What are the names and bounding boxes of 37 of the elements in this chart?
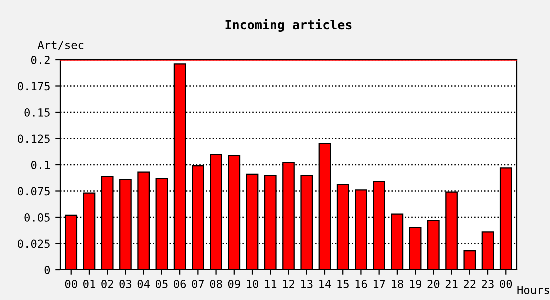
x-tick-label: 20 bbox=[428, 280, 440, 288]
x-tick-label: 06 bbox=[174, 280, 186, 288]
x-tick-label: 12 bbox=[283, 280, 294, 288]
x-tick-label: 15 bbox=[338, 280, 349, 288]
y-axis-title: Art/sec bbox=[38, 41, 84, 50]
y-tick-label: 0.2 bbox=[31, 56, 50, 64]
x-tick-label: 08 bbox=[210, 280, 222, 288]
x-tick-label: 17 bbox=[374, 280, 386, 288]
x-tick-label: 16 bbox=[356, 280, 368, 288]
x-tick-label: 02 bbox=[102, 280, 114, 288]
y-tick-label: 0.175 bbox=[18, 82, 50, 91]
x-tick-label: 00 bbox=[500, 280, 512, 288]
x-tick-label: 03 bbox=[120, 280, 132, 288]
y-tick-label: 0.05 bbox=[24, 214, 50, 222]
x-tick-label: 13 bbox=[302, 280, 313, 288]
y-tick-label: 0.15 bbox=[24, 108, 50, 117]
x-tick-label: 04 bbox=[138, 280, 150, 288]
x-tick-label: 19 bbox=[410, 280, 422, 288]
y-tick-label: 0.125 bbox=[18, 134, 50, 144]
x-tick-label: 21 bbox=[446, 280, 458, 288]
x-tick-label: 10 bbox=[247, 280, 258, 288]
y-tick-label: 0 bbox=[44, 266, 50, 274]
x-tick-label: 11 bbox=[265, 280, 277, 288]
y-tick-label: 0.075 bbox=[18, 187, 50, 196]
y-tick-label: 0.1 bbox=[31, 161, 50, 170]
x-tick-label: 07 bbox=[192, 280, 204, 288]
x-tick-label: 22 bbox=[464, 280, 476, 288]
x-axis-title: Hours bbox=[518, 286, 550, 294]
x-tick-label: 00 bbox=[65, 280, 78, 288]
x-tick-label: 18 bbox=[392, 280, 404, 288]
x-tick-label: 05 bbox=[156, 280, 168, 288]
x-tick-label: 23 bbox=[482, 280, 494, 288]
x-tick-label: 14 bbox=[320, 280, 332, 288]
chart-title: Incoming articles bbox=[226, 19, 352, 32]
y-tick-label: 0.025 bbox=[18, 240, 50, 248]
x-tick-label: 01 bbox=[84, 280, 96, 288]
x-tick-label: 09 bbox=[228, 280, 240, 288]
